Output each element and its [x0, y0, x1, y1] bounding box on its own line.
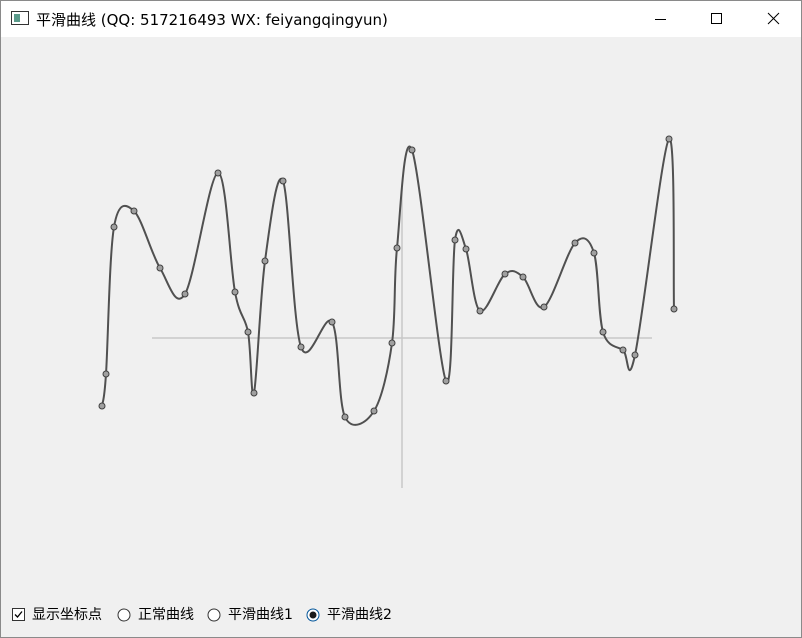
point [393, 244, 401, 252]
point [571, 239, 579, 247]
curve-canvas [98, 135, 678, 488]
radio-label: 平滑曲线2 [327, 607, 392, 623]
point [619, 346, 627, 354]
point [501, 270, 509, 278]
point [670, 305, 678, 313]
point [250, 389, 258, 397]
point [130, 207, 138, 215]
radio-circle [207, 608, 221, 622]
point [328, 318, 336, 326]
radio-circle [306, 608, 320, 622]
smooth-curve [101, 137, 675, 426]
point [341, 413, 349, 421]
point [297, 343, 305, 351]
point [261, 257, 269, 265]
point [408, 146, 416, 154]
title-bar: 平滑曲线 (QQ: 517216493 WX: feiyangqingyun) [1, 1, 801, 37]
point [590, 249, 598, 257]
point [442, 377, 450, 385]
point [388, 339, 396, 347]
window-title: 平滑曲线 (QQ: 517216493 WX: feiyangqingyun) [36, 11, 388, 29]
point [519, 273, 527, 281]
point [665, 135, 673, 143]
point [102, 370, 110, 378]
point [462, 245, 470, 253]
point [110, 223, 118, 231]
point [156, 264, 164, 272]
app-icon [11, 11, 29, 25]
point [98, 402, 106, 410]
point [231, 288, 239, 296]
radio-circle [117, 608, 131, 622]
point [476, 307, 484, 315]
point [214, 169, 222, 177]
point [181, 290, 189, 298]
point [631, 351, 639, 359]
point [244, 328, 252, 336]
radio-label: 正常曲线 [138, 607, 194, 623]
point [599, 328, 607, 336]
radio-label: 平滑曲线1 [228, 607, 293, 623]
checkbox-box [12, 608, 25, 621]
point [279, 177, 287, 185]
checkbox-label: 显示坐标点 [32, 607, 102, 623]
point [451, 236, 459, 244]
point [370, 407, 378, 415]
point [540, 303, 548, 311]
